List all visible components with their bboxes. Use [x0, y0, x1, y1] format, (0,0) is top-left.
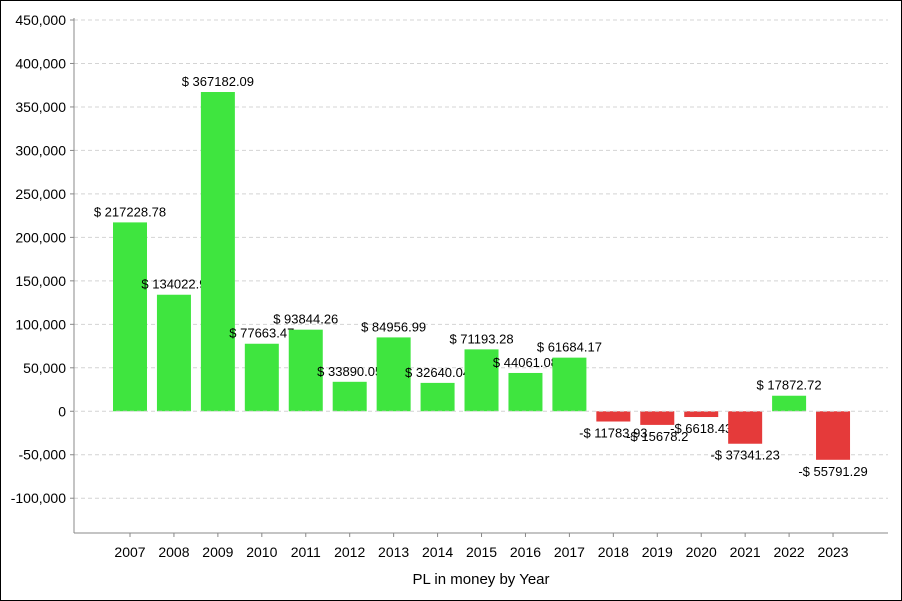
- data-label-2020: -$ 6618.43: [670, 421, 732, 436]
- y-tick-label: -100,000: [11, 490, 66, 506]
- y-tick-label: 400,000: [15, 55, 66, 71]
- x-tick-label-2020: 2020: [686, 544, 717, 560]
- x-tick-label-2017: 2017: [554, 544, 585, 560]
- data-label-2009: $ 367182.09: [182, 74, 254, 89]
- bar-2016: [508, 372, 543, 412]
- x-axis-title: PL in money by Year: [412, 571, 549, 588]
- x-tick-label-2013: 2013: [378, 544, 409, 560]
- y-tick-label: 150,000: [15, 273, 66, 289]
- data-label-2007: $ 217228.78: [94, 204, 166, 219]
- data-label-2013: $ 84956.99: [361, 319, 426, 334]
- data-label-2012: $ 33890.05: [317, 364, 382, 379]
- data-label-2017: $ 61684.17: [537, 340, 602, 355]
- x-tick-label-2008: 2008: [158, 544, 189, 560]
- data-label-2023: -$ 55791.29: [798, 464, 867, 479]
- bar-2012: [332, 381, 367, 412]
- y-tick-label: 350,000: [15, 99, 66, 115]
- data-label-2018: -$ 11783.93: [579, 426, 647, 441]
- x-tick-label-2021: 2021: [730, 544, 761, 560]
- data-label-2022: $ 17872.72: [757, 378, 822, 393]
- bar-2010: [244, 343, 279, 412]
- y-tick-label: 100,000: [15, 316, 66, 332]
- bar-2018: [596, 411, 631, 422]
- bar-2011: [288, 329, 323, 412]
- bar-2021: [728, 411, 763, 444]
- bar-2013: [376, 337, 411, 412]
- bar-2009: [200, 92, 235, 412]
- x-tick-label-2016: 2016: [510, 544, 541, 560]
- bar-2019: [640, 411, 675, 425]
- y-tick-label: 200,000: [15, 229, 66, 245]
- x-tick-label-2015: 2015: [466, 544, 497, 560]
- x-tick-label-2011: 2011: [291, 544, 321, 560]
- y-tick-label: 0: [58, 403, 66, 419]
- data-label-2008: $ 134022.9: [141, 277, 206, 292]
- x-tick-label-2007: 2007: [114, 544, 145, 560]
- y-tick-label: 300,000: [15, 142, 66, 158]
- data-label-2014: $ 32640.04: [405, 365, 470, 380]
- x-tick-label-2009: 2009: [202, 544, 233, 560]
- x-tick-label-2012: 2012: [334, 544, 365, 560]
- x-tick-label-2014: 2014: [422, 544, 453, 560]
- y-tick-label: 50,000: [23, 360, 66, 376]
- x-tick-label-2010: 2010: [246, 544, 277, 560]
- bar-2008: [156, 294, 191, 412]
- x-tick-label-2022: 2022: [774, 544, 805, 560]
- bar-2017: [552, 357, 587, 412]
- data-label-2011: $ 93844.26: [273, 312, 338, 327]
- data-label-2015: $ 71193.28: [449, 331, 513, 346]
- data-label-2010: $ 77663.47: [229, 326, 294, 341]
- x-tick-label-2019: 2019: [642, 544, 673, 560]
- y-tick-label: 250,000: [15, 186, 66, 202]
- data-label-2019: -$ 15678.2: [626, 429, 688, 444]
- x-tick-label-2018: 2018: [598, 544, 629, 560]
- bar-2015: [464, 349, 499, 412]
- x-tick-label-2023: 2023: [817, 544, 848, 560]
- data-label-2016: $ 44061.08: [493, 355, 558, 370]
- bar-2014: [420, 382, 455, 412]
- bar-2020: [684, 411, 719, 418]
- bar-2022: [772, 395, 807, 412]
- y-tick-label: 450,000: [15, 12, 66, 28]
- y-tick-label: -50,000: [19, 447, 67, 463]
- bar-2007: [113, 222, 147, 412]
- data-label-2021: -$ 37341.23: [710, 448, 779, 463]
- bar-2023: [816, 411, 851, 460]
